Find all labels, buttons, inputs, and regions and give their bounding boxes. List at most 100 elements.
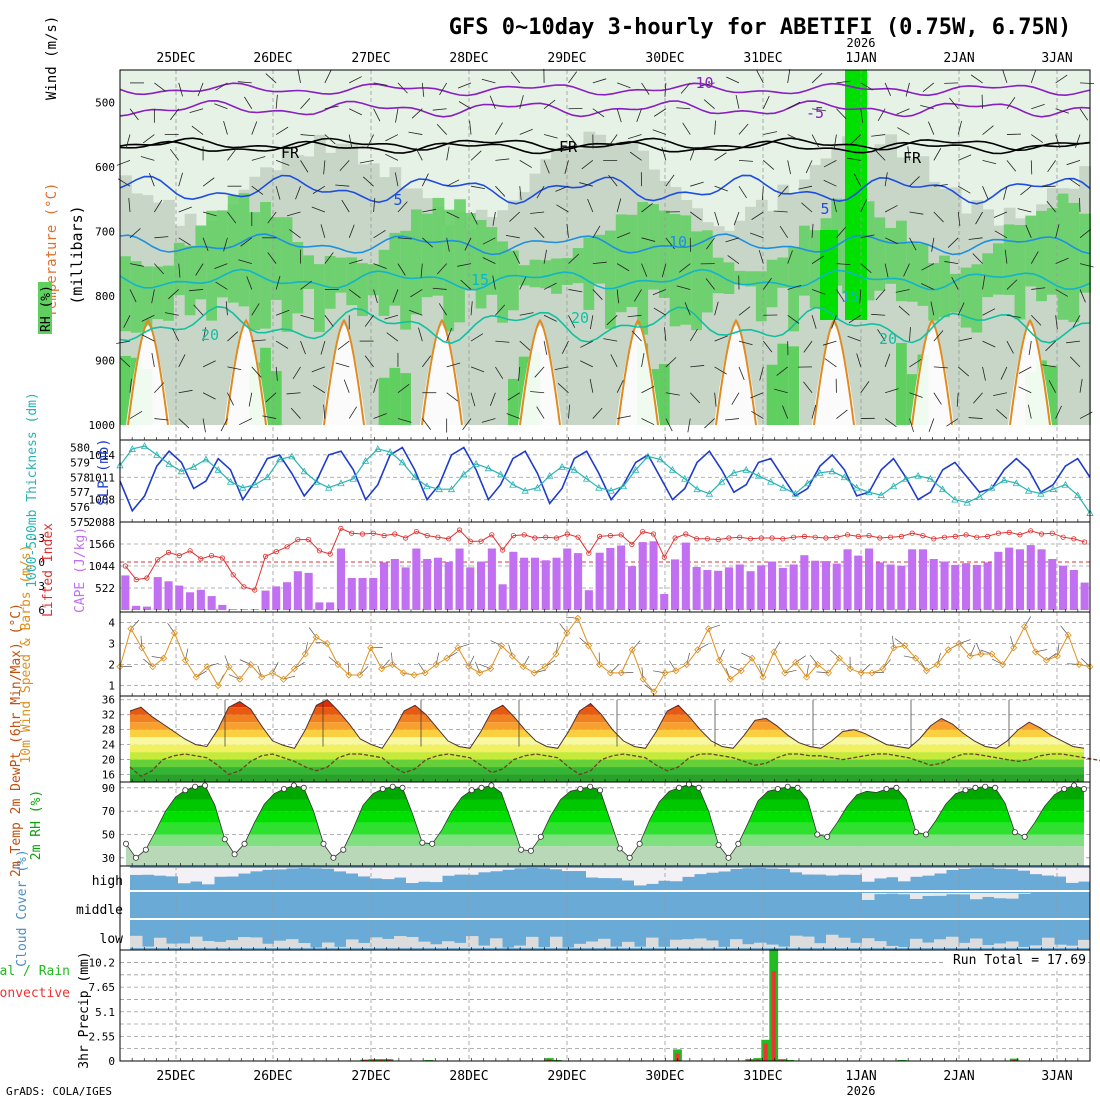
wind-barb: [957, 366, 970, 377]
run-total-annotation: Run Total = 17.69: [953, 953, 1086, 968]
wind-barb: [706, 237, 715, 250]
lifted-index-point: [478, 538, 484, 544]
high-cloud-gap: [262, 868, 275, 870]
wind-barb: [957, 120, 962, 135]
wind-barb: [530, 211, 545, 214]
wind-barb: [495, 122, 503, 135]
wind-barb: [787, 250, 793, 264]
wind-barb: [811, 255, 825, 264]
lifted-index-point: [327, 551, 333, 557]
temp-band: [130, 744, 1084, 753]
low-cloud-gap: [634, 946, 647, 948]
high-cloud-gap: [634, 868, 647, 886]
high-cloud-gap: [934, 868, 947, 874]
y-axis-label: (millibars): [68, 205, 86, 304]
temp-band: [130, 759, 1084, 768]
high-cloud-gap: [1066, 868, 1079, 883]
wind-barb: [470, 185, 485, 190]
cape-bar: [466, 567, 475, 610]
wind-barb: [725, 418, 740, 421]
rh-point: [626, 854, 633, 861]
lifted-index-point: [349, 530, 355, 536]
side-label-rh: RH (%): [39, 285, 54, 332]
lifted-index-point: [963, 532, 969, 538]
high-cloud-gap: [322, 868, 335, 869]
high-cloud-gap: [862, 868, 875, 882]
wind-barb: [665, 418, 673, 432]
thickness-point: [853, 483, 861, 491]
thickness-point: [558, 463, 566, 470]
low-cloud-gap: [574, 943, 587, 948]
thickness-point: [533, 483, 542, 491]
wind-barb: [422, 237, 433, 248]
cape-bar: [336, 548, 345, 610]
wind-barb: [202, 392, 216, 400]
wind-barb: [824, 358, 837, 368]
wind-barb: [652, 129, 667, 135]
wind-barb: [415, 147, 423, 161]
thickness-point: [779, 483, 787, 491]
cape-bar: [897, 565, 906, 610]
thickness-point: [386, 448, 394, 455]
isotherm-line: [119, 233, 1091, 256]
lifted-index-point: [241, 584, 247, 590]
wind-barb: [616, 379, 624, 393]
wind-barb: [714, 152, 727, 161]
wind-barb: [903, 263, 910, 277]
wind-barb: [993, 392, 1008, 397]
lifted-index-point: [392, 531, 398, 537]
cape-bar: [681, 542, 690, 610]
high-cloud-gap: [694, 868, 707, 875]
wind-barb: [933, 330, 944, 342]
wind-barb: [689, 328, 698, 342]
wind-barb: [982, 275, 986, 290]
wind-barb: [275, 340, 289, 349]
wind-barb: [169, 148, 180, 161]
cape-bar: [1069, 570, 1078, 610]
rh-point: [676, 784, 683, 791]
rh-point: [231, 851, 238, 858]
warm-surface-area: [1008, 324, 1052, 425]
lifted-index-point: [543, 534, 549, 540]
wind-barb: [823, 179, 837, 187]
lifted-index-point: [693, 536, 700, 542]
wind-barb: [495, 185, 506, 197]
thickness-point: [472, 460, 480, 467]
wind-barb: [779, 225, 789, 239]
wind-speed-point: [846, 665, 854, 673]
rh-band-green: [960, 267, 973, 328]
wind-barb: [495, 304, 506, 316]
wind-speed-point: [378, 665, 386, 673]
wind-barb: [286, 392, 301, 395]
wind-speed-point: [497, 642, 506, 650]
y-axis-label: 2m Temp 2m DewPt (6hr Min/Max) (°C): [9, 603, 24, 877]
y2-tick: 580: [70, 441, 90, 454]
wind-barb: [140, 156, 155, 161]
wind-barb: [481, 418, 496, 423]
rh-point: [913, 829, 920, 836]
wind-barb: [714, 211, 720, 226]
wind-barb: [129, 289, 137, 303]
wind-speed-point: [585, 642, 593, 650]
wind-barb: [1072, 315, 1081, 328]
rh-point: [972, 784, 979, 791]
wind-barb: [311, 206, 326, 213]
rh-band: [126, 822, 1084, 835]
wind-barb: [957, 302, 965, 316]
wind-barb: [178, 418, 190, 429]
wind-barb: [410, 289, 423, 298]
isotherm-25: [715, 318, 757, 426]
rh-band-mid: [464, 228, 477, 425]
low-cloud-gap: [274, 940, 287, 948]
date-tick-top: 3JAN: [1041, 51, 1072, 66]
wind-barb: [223, 120, 228, 135]
wind-speed-point: [247, 660, 255, 669]
date-tick-top: 29DEC: [547, 51, 586, 66]
temp-band: [130, 767, 1084, 775]
wind-barb: [905, 82, 910, 97]
li-tick: 0: [38, 556, 45, 569]
wind-barb: [1048, 380, 1056, 393]
wind-speed-point: [160, 654, 168, 662]
wind-barb: [803, 381, 813, 393]
wind-barb: [738, 123, 749, 135]
